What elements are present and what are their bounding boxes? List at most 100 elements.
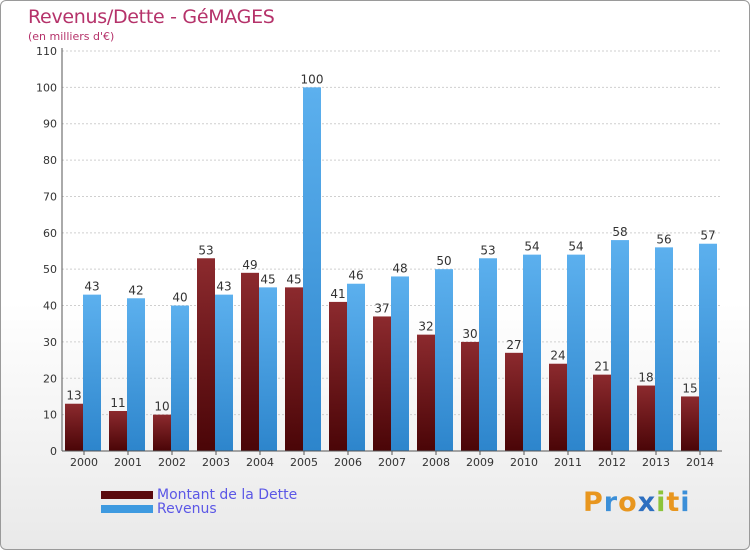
data-label-revenus: 53 (480, 243, 495, 257)
bar-dette (461, 341, 479, 451)
proxiti-logo: Proxiti (583, 487, 691, 518)
bar-dette (681, 396, 699, 451)
logo-letter-o: o (618, 487, 638, 518)
bar-revenus (391, 276, 409, 451)
data-label-dette: 13 (66, 389, 81, 403)
chart-title: Revenus/Dette - GéMAGES (28, 6, 275, 28)
y-tick-label: 100 (36, 81, 57, 94)
bar-revenus (611, 240, 629, 451)
legend-item-revenus: Revenus (101, 502, 297, 516)
logo-letter-i2: i (680, 487, 691, 518)
data-label-revenus: 54 (568, 240, 583, 254)
y-tick-label: 0 (50, 445, 57, 458)
data-label-dette: 45 (286, 272, 301, 286)
y-tick-label: 50 (43, 263, 57, 276)
bar-dette (637, 385, 655, 451)
bar-layer (65, 87, 717, 451)
data-label-dette: 10 (154, 400, 169, 414)
chart-subtitle: (en milliers d'€) (28, 30, 115, 43)
logo-letter-t: t (666, 487, 681, 518)
data-label-revenus: 57 (700, 229, 715, 243)
x-tick-label: 2013 (642, 456, 670, 469)
bar-dette (593, 374, 611, 451)
bar-dette (417, 334, 435, 451)
data-label-dette: 18 (638, 371, 653, 385)
data-label-revenus: 58 (612, 225, 627, 239)
bar-dette (329, 301, 347, 451)
data-label-dette: 53 (198, 243, 213, 257)
y-tick-label: 20 (43, 372, 57, 385)
logo-letter-i1: i (656, 487, 667, 518)
data-label-dette: 27 (506, 338, 521, 352)
data-label-revenus: 48 (392, 261, 407, 275)
y-tick-label: 90 (43, 118, 57, 131)
bar-revenus (259, 287, 277, 451)
bar-revenus (699, 243, 717, 451)
data-label-revenus: 56 (656, 232, 671, 246)
bar-revenus (479, 258, 497, 451)
y-tick-label: 40 (43, 300, 57, 313)
legend-label-revenus: Revenus (157, 501, 217, 517)
x-tick-label: 2007 (378, 456, 406, 469)
bar-revenus (127, 298, 145, 451)
data-label-revenus: 45 (260, 272, 275, 286)
bar-dette (373, 316, 391, 451)
x-tick-label: 2014 (686, 456, 714, 469)
data-label-revenus: 40 (172, 291, 187, 305)
y-tick-label: 30 (43, 336, 57, 349)
x-tick-label: 2002 (158, 456, 186, 469)
bar-revenus (303, 87, 321, 451)
data-label-revenus: 43 (84, 280, 99, 294)
bar-dette (549, 363, 567, 451)
data-label-revenus: 43 (216, 280, 231, 294)
bar-dette (285, 287, 303, 451)
y-tick-label: 110 (36, 45, 57, 58)
bar-revenus (523, 254, 541, 451)
axis-layer: 0 10 20 30 40 50 60 70 80 90 100 110 2000 2001 2002 200… (36, 45, 722, 469)
x-tick-label: 2006 (334, 456, 362, 469)
x-tick-label: 2001 (114, 456, 142, 469)
x-tick-label: 2004 (246, 456, 274, 469)
bar-dette (505, 352, 523, 451)
data-label-dette: 15 (682, 381, 697, 395)
legend-swatch-revenus (101, 505, 153, 513)
x-tick-label: 2011 (554, 456, 582, 469)
bar-dette (197, 258, 215, 451)
x-tick-label: 2012 (598, 456, 626, 469)
x-tick-label: 2009 (466, 456, 494, 469)
x-tick-label: 2008 (422, 456, 450, 469)
data-label-dette: 24 (550, 349, 565, 363)
y-tick-label: 80 (43, 154, 57, 167)
bar-revenus (215, 294, 233, 451)
data-label-revenus: 46 (348, 269, 363, 283)
data-label-revenus: 100 (301, 72, 324, 86)
x-tick-label: 2000 (70, 456, 98, 469)
logo-letter-p: P (583, 487, 604, 518)
bar-revenus (435, 269, 453, 451)
bar-dette (153, 414, 171, 451)
bar-revenus (655, 247, 673, 451)
logo-letter-r: r (603, 487, 619, 518)
data-label-dette: 49 (242, 258, 257, 272)
legend-label-dette: Montant de la Dette (157, 487, 298, 503)
x-tick-label: 2005 (290, 456, 318, 469)
data-label-dette: 11 (110, 396, 125, 410)
bar-dette (109, 411, 127, 451)
y-tick-label: 70 (43, 190, 57, 203)
bar-revenus (83, 294, 101, 451)
bar-revenus (567, 254, 585, 451)
data-label-dette: 32 (418, 320, 433, 334)
bar-revenus (171, 305, 189, 451)
bar-dette (65, 403, 83, 451)
bar-dette (241, 272, 259, 451)
data-label-dette: 21 (594, 360, 609, 374)
logo-letter-x: x (637, 487, 657, 518)
x-tick-label: 2003 (202, 456, 230, 469)
legend-item-dette: Montant de la Dette (101, 488, 297, 502)
y-tick-label: 10 (43, 409, 57, 422)
y-tick-label: 60 (43, 227, 57, 240)
data-label-dette: 30 (462, 327, 477, 341)
